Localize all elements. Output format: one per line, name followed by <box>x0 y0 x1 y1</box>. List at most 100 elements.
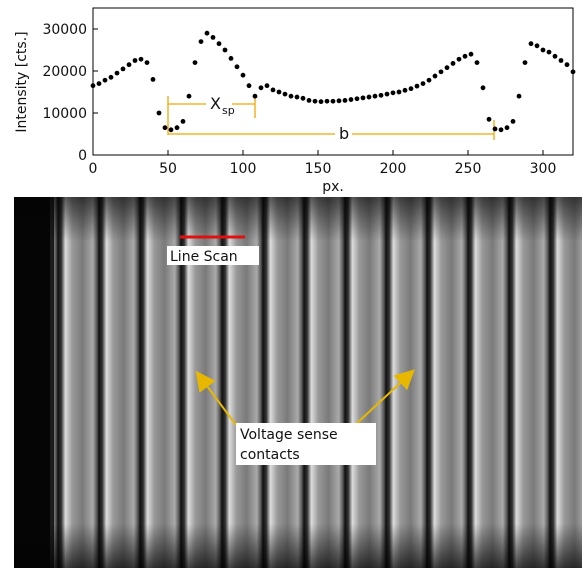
x-axis-label: px. <box>322 179 344 195</box>
data-point <box>282 91 288 97</box>
data-point <box>492 126 498 132</box>
data-point <box>90 83 96 89</box>
data-point <box>360 95 366 101</box>
data-point <box>108 74 114 80</box>
data-point <box>264 83 270 89</box>
data-point <box>246 83 252 89</box>
annotation-subscript: sp <box>222 104 235 117</box>
data-point <box>204 30 210 36</box>
data-point <box>156 110 162 116</box>
data-point <box>438 69 444 75</box>
data-point <box>528 41 534 47</box>
data-point <box>138 56 144 62</box>
data-point <box>336 98 342 104</box>
y-tick-label: 0 <box>78 148 87 164</box>
data-point <box>456 56 462 62</box>
annotation: X <box>210 94 221 113</box>
data-point <box>192 60 198 65</box>
data-point <box>552 53 558 59</box>
data-point <box>348 97 354 102</box>
data-point <box>390 90 396 96</box>
data-point <box>126 62 132 68</box>
data-point <box>450 61 456 66</box>
data-point <box>144 60 150 65</box>
annotation: b <box>339 124 349 143</box>
data-point <box>300 95 306 101</box>
data-point <box>162 125 168 131</box>
data-point <box>330 98 336 104</box>
data-point <box>378 92 384 98</box>
data-point <box>306 98 312 103</box>
data-point <box>498 127 504 133</box>
data-point <box>420 81 426 86</box>
data-point <box>210 35 216 40</box>
data-point <box>240 72 246 78</box>
data-point <box>186 93 192 99</box>
data-point <box>402 87 408 93</box>
data-point <box>522 60 528 65</box>
x-tick-label: 50 <box>159 161 177 177</box>
x-tick-label: 200 <box>380 161 407 177</box>
image-label: contacts <box>240 447 300 463</box>
data-point <box>408 86 414 92</box>
data-point <box>426 77 432 83</box>
data-point <box>474 60 480 65</box>
y-tick-label: 30000 <box>42 22 87 38</box>
data-point <box>96 81 102 86</box>
data-point <box>228 56 234 61</box>
data-point <box>540 47 546 53</box>
data-point <box>318 99 324 105</box>
data-point <box>444 65 450 71</box>
x-tick-label: 300 <box>530 161 557 177</box>
image-label: Line Scan <box>170 249 238 265</box>
data-point <box>510 119 516 124</box>
y-axis-label: Intensity [cts.] <box>14 31 30 132</box>
x-tick-label: 150 <box>305 161 332 177</box>
data-point <box>558 58 564 63</box>
data-point <box>132 58 138 63</box>
data-point <box>516 93 522 99</box>
data-point <box>486 116 492 122</box>
data-point <box>366 94 372 100</box>
data-point <box>468 51 474 57</box>
data-point <box>102 77 108 83</box>
data-point <box>480 85 486 91</box>
image-label: Voltage sense <box>240 427 338 443</box>
data-point <box>234 64 240 70</box>
y-tick-label: 20000 <box>42 64 87 80</box>
data-point <box>288 93 294 99</box>
data-point <box>462 53 468 59</box>
data-point <box>168 127 174 133</box>
data-point <box>534 43 540 49</box>
data-point <box>294 94 300 100</box>
data-point <box>120 66 126 72</box>
data-point <box>276 89 282 95</box>
data-point <box>324 98 330 104</box>
data-point <box>174 125 180 131</box>
data-point <box>504 125 510 131</box>
data-point <box>414 83 420 89</box>
plot-frame <box>92 7 574 156</box>
data-point <box>222 47 228 53</box>
y-tick-label: 10000 <box>42 106 87 122</box>
data-point <box>114 70 120 76</box>
data-point <box>258 85 264 91</box>
data-point <box>270 87 276 93</box>
data-point <box>396 89 402 95</box>
data-point <box>432 73 438 79</box>
x-tick-label: 0 <box>89 161 98 177</box>
el-image <box>14 197 582 568</box>
data-point <box>372 93 378 99</box>
data-point <box>150 77 156 82</box>
data-point <box>546 49 552 55</box>
data-point <box>216 41 222 47</box>
x-tick-label: 250 <box>455 161 482 177</box>
data-point <box>252 93 258 99</box>
data-point <box>570 69 576 75</box>
x-tick-label: 100 <box>230 161 257 177</box>
data-point <box>354 96 360 102</box>
data-point <box>384 91 390 97</box>
data-point <box>342 98 348 103</box>
data-point <box>312 98 318 104</box>
